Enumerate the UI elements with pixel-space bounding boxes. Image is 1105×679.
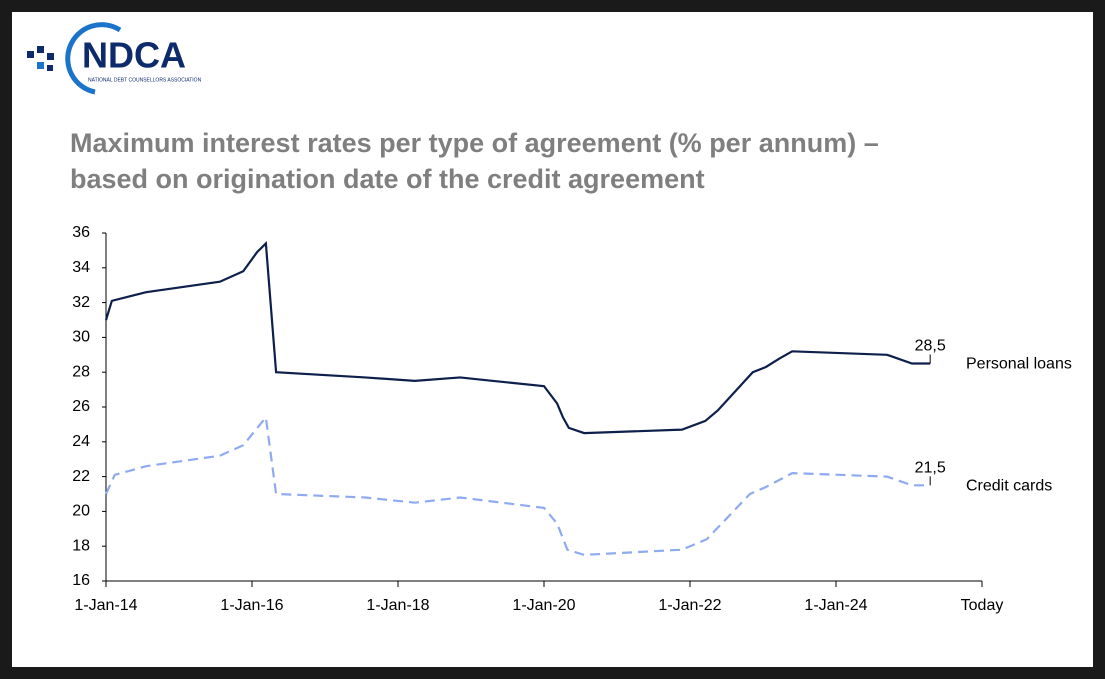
series-label: Personal loans [966,356,1072,373]
y-tick-label: 18 [72,537,90,554]
y-tick-label: 20 [72,503,90,520]
series-line [104,414,931,557]
chart-title: based on origination date of the credit … [70,164,705,194]
logo-square [27,51,34,58]
x-tick-label: 1-Jan-14 [74,597,137,614]
y-tick-label: 34 [72,259,90,276]
x-tick-label: 1-Jan-20 [512,597,575,614]
y-tick-label: 22 [72,468,90,485]
y-tick-label: 32 [72,294,90,311]
x-tick-label: 1-Jan-16 [220,597,283,614]
logo-square [37,62,44,69]
logo-name: NDCA [82,35,186,76]
slide-background [12,12,1093,667]
logo-square [47,65,53,71]
y-tick-label: 28 [72,363,90,380]
x-tick-label: Today [961,597,1004,614]
y-tick-label: 26 [72,398,90,415]
value-label: 28,5 [915,338,946,355]
y-tick-label: 24 [72,433,90,450]
chart-title: Maximum interest rates per type of agree… [70,128,879,158]
series-label: Credit cards [966,478,1052,495]
x-tick-label: 1-Jan-22 [658,597,721,614]
value-label: 21,5 [915,460,946,477]
logo-full-name: NATIONAL DEBT COUNSELLORS ASSOCIATION [88,77,202,83]
series-line [104,240,931,435]
y-tick-label: 36 [72,224,90,241]
y-tick-label: 30 [72,329,90,346]
y-tick-label: 16 [72,572,90,589]
x-tick-label: 1-Jan-24 [804,597,867,614]
logo: NDCA NATIONAL DEBT COUNSELLORS ASSOCIATI… [27,22,202,95]
x-tick-label: 1-Jan-18 [366,597,429,614]
logo-square [37,46,44,53]
logo-arc [65,22,122,95]
logo-square [47,53,54,60]
